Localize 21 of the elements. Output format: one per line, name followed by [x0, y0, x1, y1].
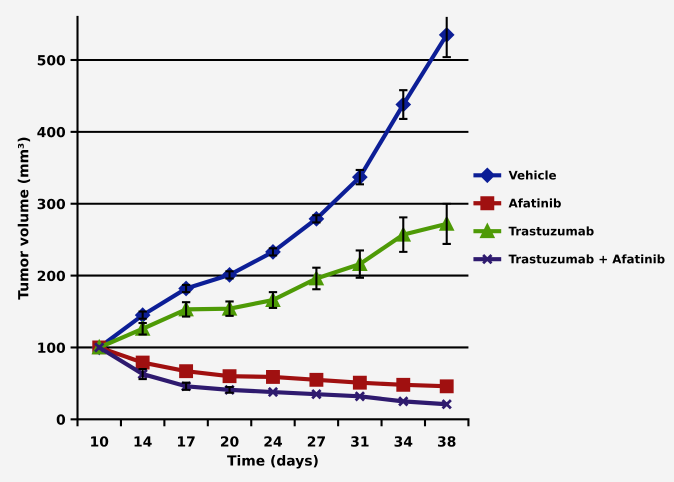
- y-tick-label: 500: [38, 54, 66, 66]
- x-tick-label: 14: [134, 436, 152, 447]
- y-tick-label: 400: [37, 126, 66, 138]
- y-tick-label: 0: [56, 414, 66, 425]
- legend-label: Trastuzumab: [508, 226, 594, 236]
- x-tick-label: 38: [438, 436, 456, 447]
- y-axis-title: Tumor volume (mm³): [18, 138, 30, 300]
- legend-label: Afatinib: [508, 198, 561, 208]
- legend-label: Vehicle: [508, 170, 556, 180]
- x-axis-title: Time (days): [227, 455, 318, 469]
- x-tick-label: 27: [308, 436, 325, 447]
- x-tick-label: 10: [91, 436, 108, 447]
- x-tick-label: 31: [351, 436, 369, 447]
- y-tick-label: 100: [38, 342, 66, 353]
- x-tick-label: 24: [264, 436, 282, 447]
- x-tick-label: 17: [178, 436, 195, 447]
- x-tick-label: 34: [394, 436, 412, 447]
- x-tick-label: 20: [220, 436, 239, 447]
- legend-label: Trastuzumab + Afatinib: [508, 254, 665, 264]
- y-tick-label: 300: [38, 198, 66, 210]
- y-tick-label: 200: [38, 270, 66, 282]
